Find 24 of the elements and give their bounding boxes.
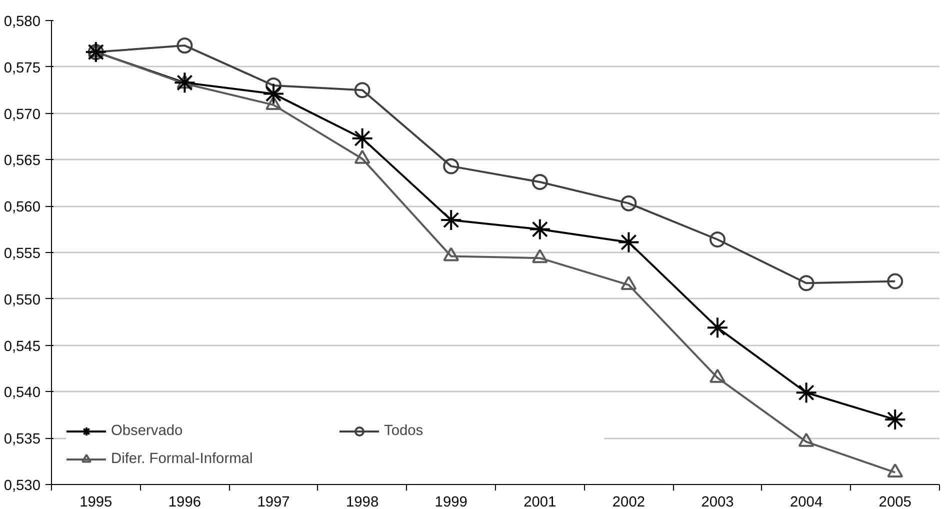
y-tick-label: 0,540 bbox=[4, 385, 41, 402]
x-tick-label: 2003 bbox=[701, 494, 734, 509]
x-tick-label: 1998 bbox=[346, 494, 379, 509]
x-tick-label: 1999 bbox=[434, 494, 468, 509]
x-tick-label: 2004 bbox=[790, 494, 823, 509]
y-tick-label: 0,545 bbox=[4, 338, 41, 355]
x-tick-label: 2005 bbox=[878, 494, 912, 509]
x-tick-label: 1995 bbox=[80, 494, 112, 509]
y-tick-label: 0,555 bbox=[4, 246, 41, 262]
y-tick-label: 0,570 bbox=[4, 106, 41, 123]
x-tick-label: 1997 bbox=[257, 494, 290, 509]
legend-label: Todos bbox=[384, 423, 424, 439]
y-tick-label: 0,530 bbox=[4, 478, 41, 494]
x-tick-label: 2002 bbox=[612, 494, 646, 509]
y-tick-label: 0,535 bbox=[4, 432, 41, 448]
x-tick-label: 1996 bbox=[168, 494, 202, 509]
legend-label: Difer. Formal-Informal bbox=[111, 451, 254, 467]
y-tick-label: 0,560 bbox=[4, 200, 41, 216]
y-tick-label: 0,580 bbox=[4, 14, 41, 30]
y-tick-label: 0,565 bbox=[4, 153, 41, 170]
y-tick-label: 0,550 bbox=[4, 292, 41, 308]
x-tick-label: 2001 bbox=[524, 494, 556, 509]
legend-label: Observado bbox=[111, 423, 184, 439]
y-tick-label: 0,575 bbox=[4, 60, 41, 76]
